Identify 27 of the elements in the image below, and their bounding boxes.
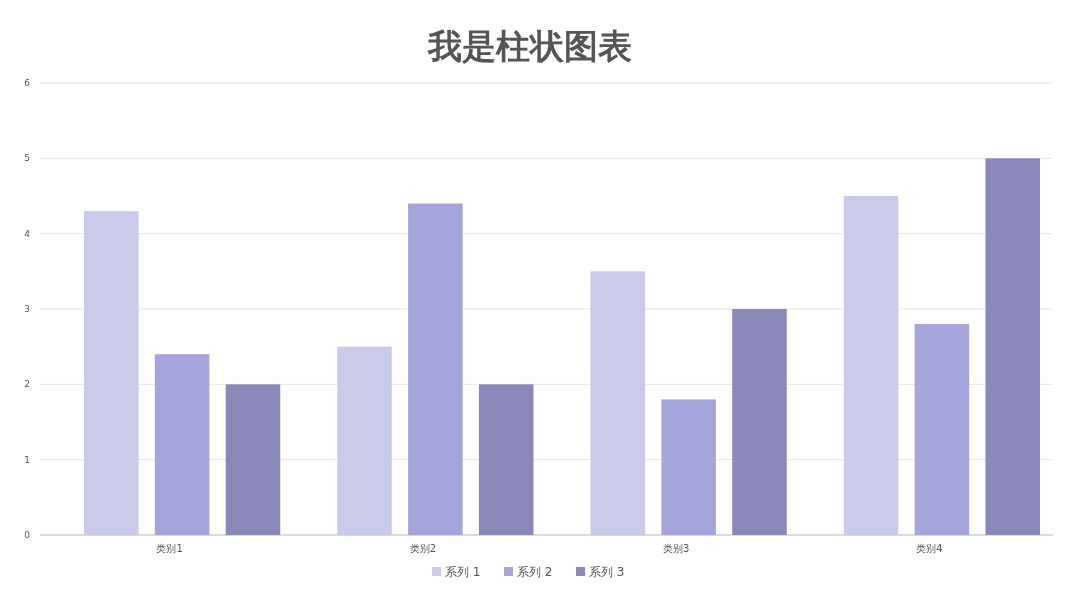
bar [225,384,281,535]
bar [154,354,210,535]
bar [985,158,1040,535]
x-tick-label: 类别4 [916,543,943,554]
bar [337,346,392,535]
bar [732,309,787,535]
legend-label: 系列 2 [517,565,553,579]
bar [914,324,970,535]
y-tick-label: 6 [24,78,31,88]
bar [478,384,534,535]
bar [661,399,716,535]
y-tick-label: 1 [24,454,30,465]
bar [84,211,139,535]
bar [408,203,463,535]
x-tick-label: 类别2 [409,543,437,554]
legend-label: 系列 3 [589,565,625,579]
y-tick-label: 5 [24,153,30,164]
legend-label: 系列 1 [445,565,481,579]
y-tick-label: 4 [24,228,31,239]
y-tick-label: 3 [24,304,30,314]
bar [590,271,646,535]
x-tick-label: 类别1 [156,543,183,554]
y-tick-label: 2 [24,379,30,390]
x-tick-label: 类别3 [662,543,690,554]
y-tick-label: 0 [24,530,31,540]
bar [843,196,899,535]
chart-title: 我是柱状图表 [427,26,632,66]
